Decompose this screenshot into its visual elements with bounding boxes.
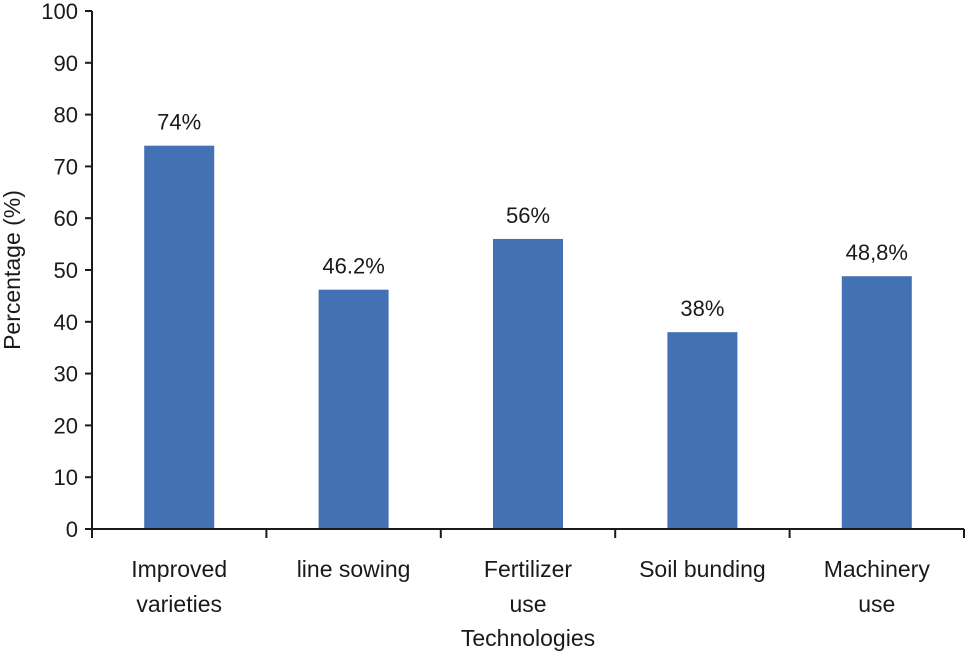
data-label: 48,8% bbox=[846, 240, 908, 265]
y-tick-label: 30 bbox=[54, 362, 78, 387]
y-tick-label: 10 bbox=[54, 465, 78, 490]
bar bbox=[493, 238, 563, 530]
data-label: 56% bbox=[506, 203, 550, 228]
y-tick-label: 90 bbox=[54, 51, 78, 76]
category-label: line sowing bbox=[297, 556, 411, 582]
y-tick-label: 60 bbox=[54, 206, 78, 231]
y-tick-label: 20 bbox=[54, 413, 78, 438]
bars-group bbox=[144, 145, 912, 530]
category-label: use bbox=[509, 591, 546, 617]
x-ticks-group bbox=[91, 529, 965, 538]
data-label: 74% bbox=[157, 110, 201, 135]
y-tick-label: 40 bbox=[54, 310, 78, 335]
category-label: varieties bbox=[136, 591, 222, 617]
y-ticks-group: 0 10 20 30 40 50 60 70 80 90 100 bbox=[41, 0, 92, 542]
bar bbox=[841, 276, 912, 529]
category-label: Machinery bbox=[824, 556, 931, 582]
data-label: 46.2% bbox=[322, 254, 384, 279]
category-label: use bbox=[858, 591, 895, 617]
bar bbox=[144, 145, 215, 529]
x-axis-title: Technologies bbox=[461, 625, 595, 651]
data-label: 38% bbox=[680, 296, 724, 321]
category-label: Soil bunding bbox=[639, 556, 766, 582]
y-tick-label: 50 bbox=[54, 258, 78, 283]
bar bbox=[667, 332, 738, 529]
category-labels-group: Improved varieties line sowing Fertilizer us… bbox=[131, 556, 930, 617]
category-label: Improved bbox=[131, 556, 227, 582]
y-tick-label: 70 bbox=[54, 154, 78, 179]
data-labels-group: 74% 46.2% 56% 38% 48,8% bbox=[157, 110, 908, 321]
category-label: Fertilizer bbox=[484, 556, 573, 582]
y-tick-label: 100 bbox=[41, 0, 78, 24]
bar bbox=[318, 289, 389, 529]
y-tick-label: 0 bbox=[66, 517, 78, 542]
y-tick-label: 80 bbox=[54, 103, 78, 128]
y-axis-title: Percentage (%) bbox=[0, 190, 25, 350]
